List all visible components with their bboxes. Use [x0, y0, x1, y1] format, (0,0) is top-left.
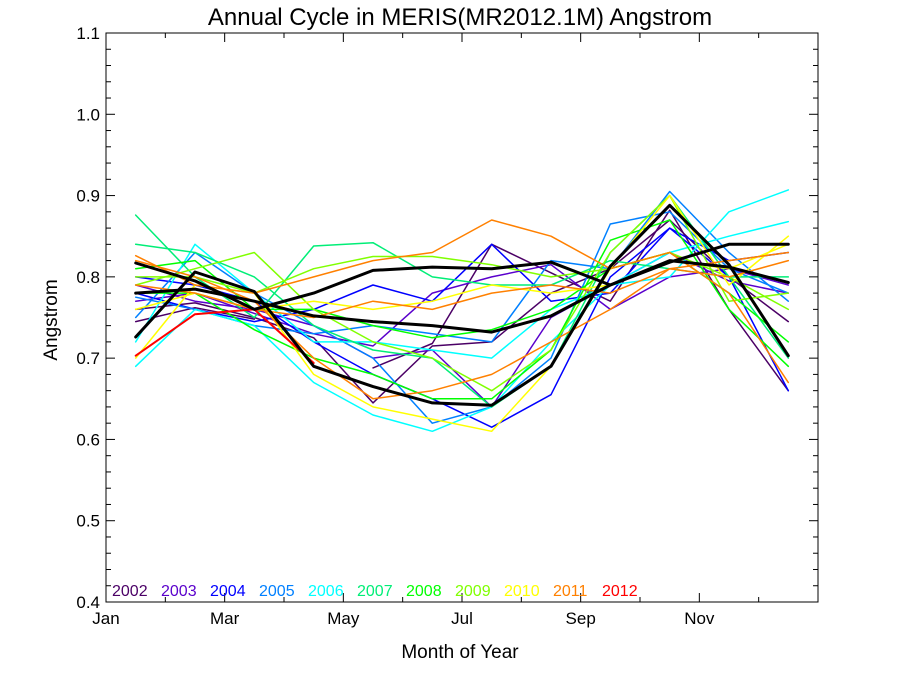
legend-item-2009: 2009 [455, 583, 491, 600]
x-tick-label: Jan [92, 609, 119, 628]
legend-item-2006: 2006 [308, 583, 344, 600]
legend-item-2012: 2012 [602, 583, 638, 600]
x-tick-label: Mar [210, 609, 240, 628]
legend-item-2007: 2007 [357, 583, 393, 600]
legend-item-2011: 2011 [553, 583, 588, 600]
series-line-mean-22 [134, 203, 790, 407]
series-line-2012-21 [134, 308, 315, 364]
y-tick-label: 1.1 [76, 24, 100, 43]
plot-frame [105, 32, 819, 603]
series-line-2005-6 [134, 211, 790, 424]
legend-item-2004: 2004 [210, 583, 246, 600]
y-tick-label: 0.4 [76, 593, 100, 612]
y-tick-label: 0.7 [76, 349, 100, 368]
series-line-2011-20 [134, 251, 790, 319]
y-tick-label: 0.8 [76, 268, 100, 287]
series-line-2002-1 [134, 219, 790, 404]
series-line-2006-9 [134, 220, 790, 359]
series-line-mean-24 [134, 242, 790, 311]
legend-item-2003: 2003 [161, 583, 197, 600]
legend-item-2005: 2005 [259, 583, 295, 600]
x-tick-label: May [327, 609, 360, 628]
x-tick-label: Nov [684, 609, 715, 628]
x-tick-label: Sep [566, 609, 596, 628]
legend-item-2002: 2002 [112, 583, 148, 600]
ticks-layer: Jan Mar May Jul Sep Nov 0.4 0.5 0.6 0.7 0.8 0.9 1.0 1… [76, 24, 819, 628]
y-tick-label: 0.6 [76, 430, 100, 449]
legend: 2002 2003 2004 2005 2006 2007 2008 2009 2010 2011… [112, 583, 638, 600]
chart-title: Annual Cycle in MERIS(MR2012.1M) Angstro… [208, 4, 712, 31]
series-line-mean-23 [134, 259, 790, 334]
y-tick-label: 0.9 [76, 187, 100, 206]
y-axis-title: Angstrom [41, 279, 62, 360]
series-line-2011-19 [134, 259, 790, 400]
x-tick-label: Jul [451, 609, 473, 628]
legend-item-2010: 2010 [504, 583, 540, 600]
series-layer [134, 189, 790, 433]
series-line-2008-12 [134, 219, 790, 400]
y-tick-label: 1.0 [76, 105, 100, 124]
y-tick-label: 0.5 [76, 512, 100, 531]
x-axis-title: Month of Year [401, 642, 519, 663]
legend-item-2008: 2008 [406, 583, 442, 600]
series-line-2009-15 [134, 251, 790, 311]
